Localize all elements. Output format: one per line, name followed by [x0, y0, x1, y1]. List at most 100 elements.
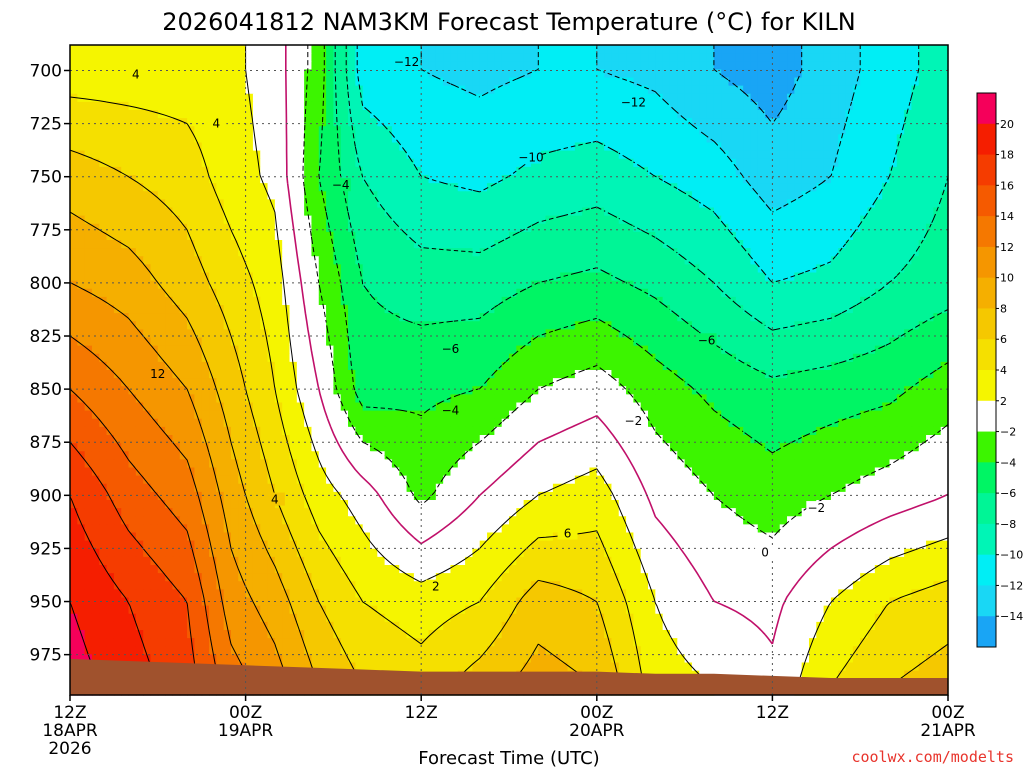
- temperature-cell: [867, 118, 876, 127]
- temperature-cell: [326, 126, 334, 135]
- temperature-cell: [91, 313, 100, 322]
- temperature-cell: [216, 280, 225, 290]
- temperature-cell: [113, 280, 122, 290]
- temperature-cell: [326, 370, 334, 379]
- temperature-cell: [428, 142, 437, 152]
- temperature-cell: [252, 248, 261, 257]
- temperature-cell: [706, 69, 715, 79]
- temperature-cell: [713, 248, 722, 257]
- temperature-cell: [516, 93, 525, 103]
- temperature-cell: [260, 53, 269, 62]
- temperature-cell: [801, 313, 810, 322]
- temperature-cell: [911, 353, 920, 363]
- temperature-cell: [435, 337, 444, 347]
- temperature-cell: [823, 256, 832, 265]
- temperature-cell: [413, 248, 422, 257]
- temperature-cell: [808, 353, 817, 363]
- temperature-cell: [384, 345, 393, 355]
- temperature-cell: [713, 296, 722, 306]
- temperature-cell: [721, 215, 730, 225]
- temperature-cell: [713, 183, 722, 192]
- temperature-cell: [450, 175, 459, 184]
- temperature-cell: [699, 345, 708, 355]
- temperature-cell: [523, 191, 532, 200]
- temperature-cell: [516, 288, 525, 298]
- temperature-cell: [311, 93, 320, 103]
- temperature-cell: [882, 337, 891, 347]
- temperature-cell: [245, 101, 254, 111]
- temperature-cell: [391, 361, 400, 371]
- temperature-cell: [377, 256, 386, 265]
- temperature-cell: [340, 45, 349, 54]
- temperature-cell: [779, 191, 788, 200]
- temperature-cell: [362, 158, 371, 168]
- temperature-cell: [538, 305, 547, 314]
- temperature-cell: [194, 345, 203, 355]
- temperature-cell: [179, 264, 188, 274]
- temperature-cell: [852, 85, 861, 95]
- temperature-cell: [443, 199, 452, 209]
- temperature-cell: [450, 45, 459, 54]
- temperature-cell: [128, 150, 137, 160]
- temperature-cell: [567, 85, 576, 95]
- temperature-cell: [728, 256, 737, 265]
- temperature-cell: [896, 231, 905, 241]
- temperature-cell: [340, 353, 349, 363]
- temperature-cell: [311, 305, 320, 314]
- temperature-cell: [926, 110, 934, 119]
- temperature-cell: [918, 264, 927, 274]
- temperature-cell: [662, 118, 671, 127]
- temperature-cell: [135, 370, 144, 379]
- temperature-cell: [523, 118, 532, 127]
- temperature-cell: [713, 240, 722, 249]
- temperature-cell: [582, 305, 591, 314]
- temperature-cell: [333, 288, 342, 298]
- temperature-cell: [662, 158, 671, 168]
- temperature-cell: [406, 166, 415, 176]
- temperature-cell: [340, 77, 349, 87]
- temperature-cell: [245, 305, 254, 314]
- temperature-cell: [801, 321, 810, 330]
- temperature-cell: [113, 272, 122, 282]
- temperature-cell: [523, 361, 532, 371]
- temperature-cell: [70, 199, 78, 209]
- temperature-cell: [648, 272, 656, 282]
- temperature-cell: [757, 353, 766, 363]
- temperature-cell: [391, 313, 400, 322]
- temperature-cell: [113, 248, 122, 257]
- temperature-cell: [699, 280, 708, 290]
- temperature-cell: [896, 353, 905, 363]
- temperature-cell: [362, 126, 371, 135]
- temperature-cell: [852, 207, 861, 217]
- temperature-cell: [845, 77, 854, 87]
- temperature-cell: [70, 183, 78, 192]
- temperature-cell: [816, 256, 825, 265]
- temperature-cell: [706, 158, 715, 168]
- temperature-cell: [311, 264, 320, 274]
- temperature-cell: [765, 264, 773, 274]
- temperature-cell: [523, 248, 532, 257]
- temperature-cell: [787, 61, 795, 70]
- temperature-cell: [333, 101, 342, 111]
- temperature-cell: [618, 280, 627, 290]
- temperature-cell: [377, 313, 386, 322]
- temperature-cell: [318, 126, 327, 135]
- temperature-cell: [765, 118, 773, 127]
- temperature-cell: [260, 175, 269, 184]
- temperature-cell: [889, 305, 898, 314]
- temperature-cell: [904, 248, 913, 257]
- temperature-cell: [340, 329, 349, 339]
- temperature-cell: [318, 93, 327, 103]
- temperature-cell: [596, 85, 605, 95]
- temperature-cell: [106, 61, 115, 70]
- temperature-cell: [274, 142, 283, 152]
- temperature-cell: [413, 142, 422, 152]
- temperature-cell: [911, 240, 920, 249]
- temperature-cell: [721, 158, 730, 168]
- temperature-cell: [552, 166, 561, 176]
- temperature-cell: [406, 85, 415, 95]
- temperature-cell: [326, 118, 334, 127]
- temperature-cell: [618, 345, 627, 355]
- temperature-cell: [428, 93, 437, 103]
- temperature-cell: [589, 231, 598, 241]
